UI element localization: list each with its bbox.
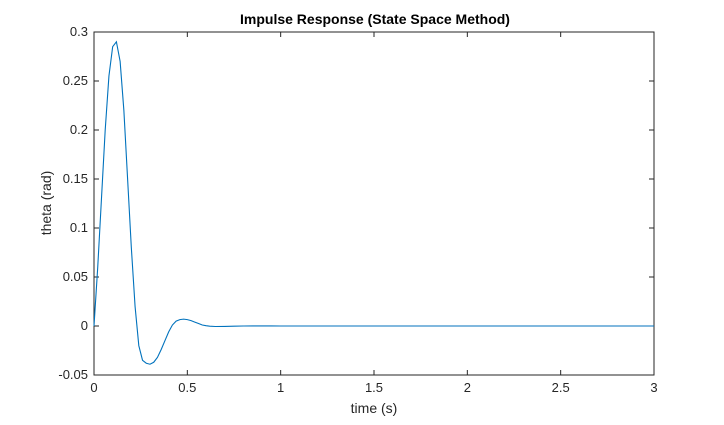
- y-tick-label: 0.3: [70, 24, 88, 39]
- y-axis-ticks: -0.05 0 0.05 0.1 0.15 0.2 0.25 0.3: [58, 24, 654, 382]
- x-axis-ticks: 0 0.5 1 1.5 2 2.5 3: [90, 32, 658, 395]
- x-tick-label: 2: [464, 380, 471, 395]
- x-tick-label: 0.5: [178, 380, 196, 395]
- series-line: [93, 40, 654, 365]
- y-tick-label: -0.05: [58, 367, 88, 382]
- x-tick-label: 1: [277, 380, 284, 395]
- y-tick-label: 0: [81, 318, 88, 333]
- chart-title: Impulse Response (State Space Method): [240, 11, 510, 27]
- x-tick-label: 2.5: [552, 380, 570, 395]
- y-axis-label: theta (rad): [38, 171, 54, 236]
- x-tick-label: 3: [650, 380, 657, 395]
- y-tick-label: 0.2: [70, 122, 88, 137]
- y-tick-label: 0.25: [63, 73, 88, 88]
- x-tick-label: 1.5: [365, 380, 383, 395]
- x-axis-label: time (s): [351, 400, 398, 416]
- y-tick-label: 0.05: [63, 269, 88, 284]
- y-tick-label: 0.15: [63, 171, 88, 186]
- x-tick-label: 0: [90, 380, 97, 395]
- plot-area-box: [93, 31, 655, 376]
- y-tick-label: 0.1: [70, 220, 88, 235]
